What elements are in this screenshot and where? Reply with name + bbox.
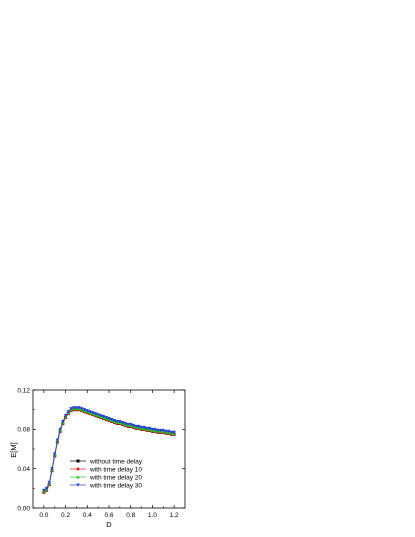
data-point [169,430,174,435]
legend-label: without time delay [89,458,143,465]
data-point [134,424,138,429]
data-point [74,406,79,410]
data-point [156,428,160,433]
data-point [80,407,84,411]
data-point [118,419,122,424]
legend-label: with time delay 30 [89,482,142,489]
data-point [164,429,168,434]
data-point [99,414,103,418]
series-4 [42,406,176,493]
x-tick-label: 0.2 [61,512,70,519]
data-point [63,414,68,418]
data-point [47,480,51,485]
data-point [120,420,125,425]
data-point [150,427,155,432]
data-point [107,417,111,421]
x-tick-label: 0.4 [83,512,92,519]
x-tick-label: 1.0 [148,512,157,519]
data-point [167,429,171,434]
data-point [112,418,117,423]
data-point [91,411,95,415]
legend-marker [76,483,80,487]
data-point [101,415,106,419]
data-point [58,427,62,432]
series-group [42,406,176,494]
legend-label: with time delay 20 [89,474,142,481]
y-axis-title: E[M] [9,442,18,457]
y-tick-label: 0.00 [17,505,30,512]
data-point [115,419,119,424]
data-point [139,425,144,430]
legend-marker [76,475,80,479]
data-point [96,413,100,417]
legend-marker [76,467,80,471]
data-point [69,407,73,411]
data-point [82,408,87,412]
data-point [145,426,149,431]
data-point [129,422,133,427]
legend-label: with time delay 10 [89,466,142,473]
data-point [42,488,46,493]
data-point [126,422,130,427]
data-point [137,424,141,429]
data-point [72,406,76,410]
data-point [66,410,70,414]
data-point [153,427,157,432]
legend-marker [76,459,80,463]
data-point [55,438,60,442]
y-tick-label: 0.04 [17,466,30,473]
x-tick-label: 0.0 [39,512,48,519]
data-point [161,428,165,433]
y-tick-label: 0.08 [17,427,30,434]
x-axis: 0.0 0.2 0.4 0.6 0.8 1.0 1.2 [39,390,179,519]
data-point [85,409,89,413]
data-point [131,423,136,428]
data-point [93,412,98,416]
data-point [172,430,176,435]
data-point [50,467,54,471]
y-tick-label: 0.12 [17,387,30,394]
x-axis-title: D [106,520,112,529]
data-point [123,421,127,426]
data-point [104,416,108,420]
data-point [142,425,146,430]
data-point [61,419,65,424]
y-axis: 0.00 0.04 0.08 0.12 [17,387,185,512]
data-point [77,406,81,410]
data-point [44,486,49,491]
x-tick-label: 1.2 [170,512,179,519]
data-point [53,452,57,456]
x-tick-label: 0.8 [126,512,135,519]
data-point [148,426,152,431]
data-point [88,410,92,414]
x-tick-label: 0.6 [104,512,113,519]
data-point [158,428,163,433]
data-point [110,418,114,422]
